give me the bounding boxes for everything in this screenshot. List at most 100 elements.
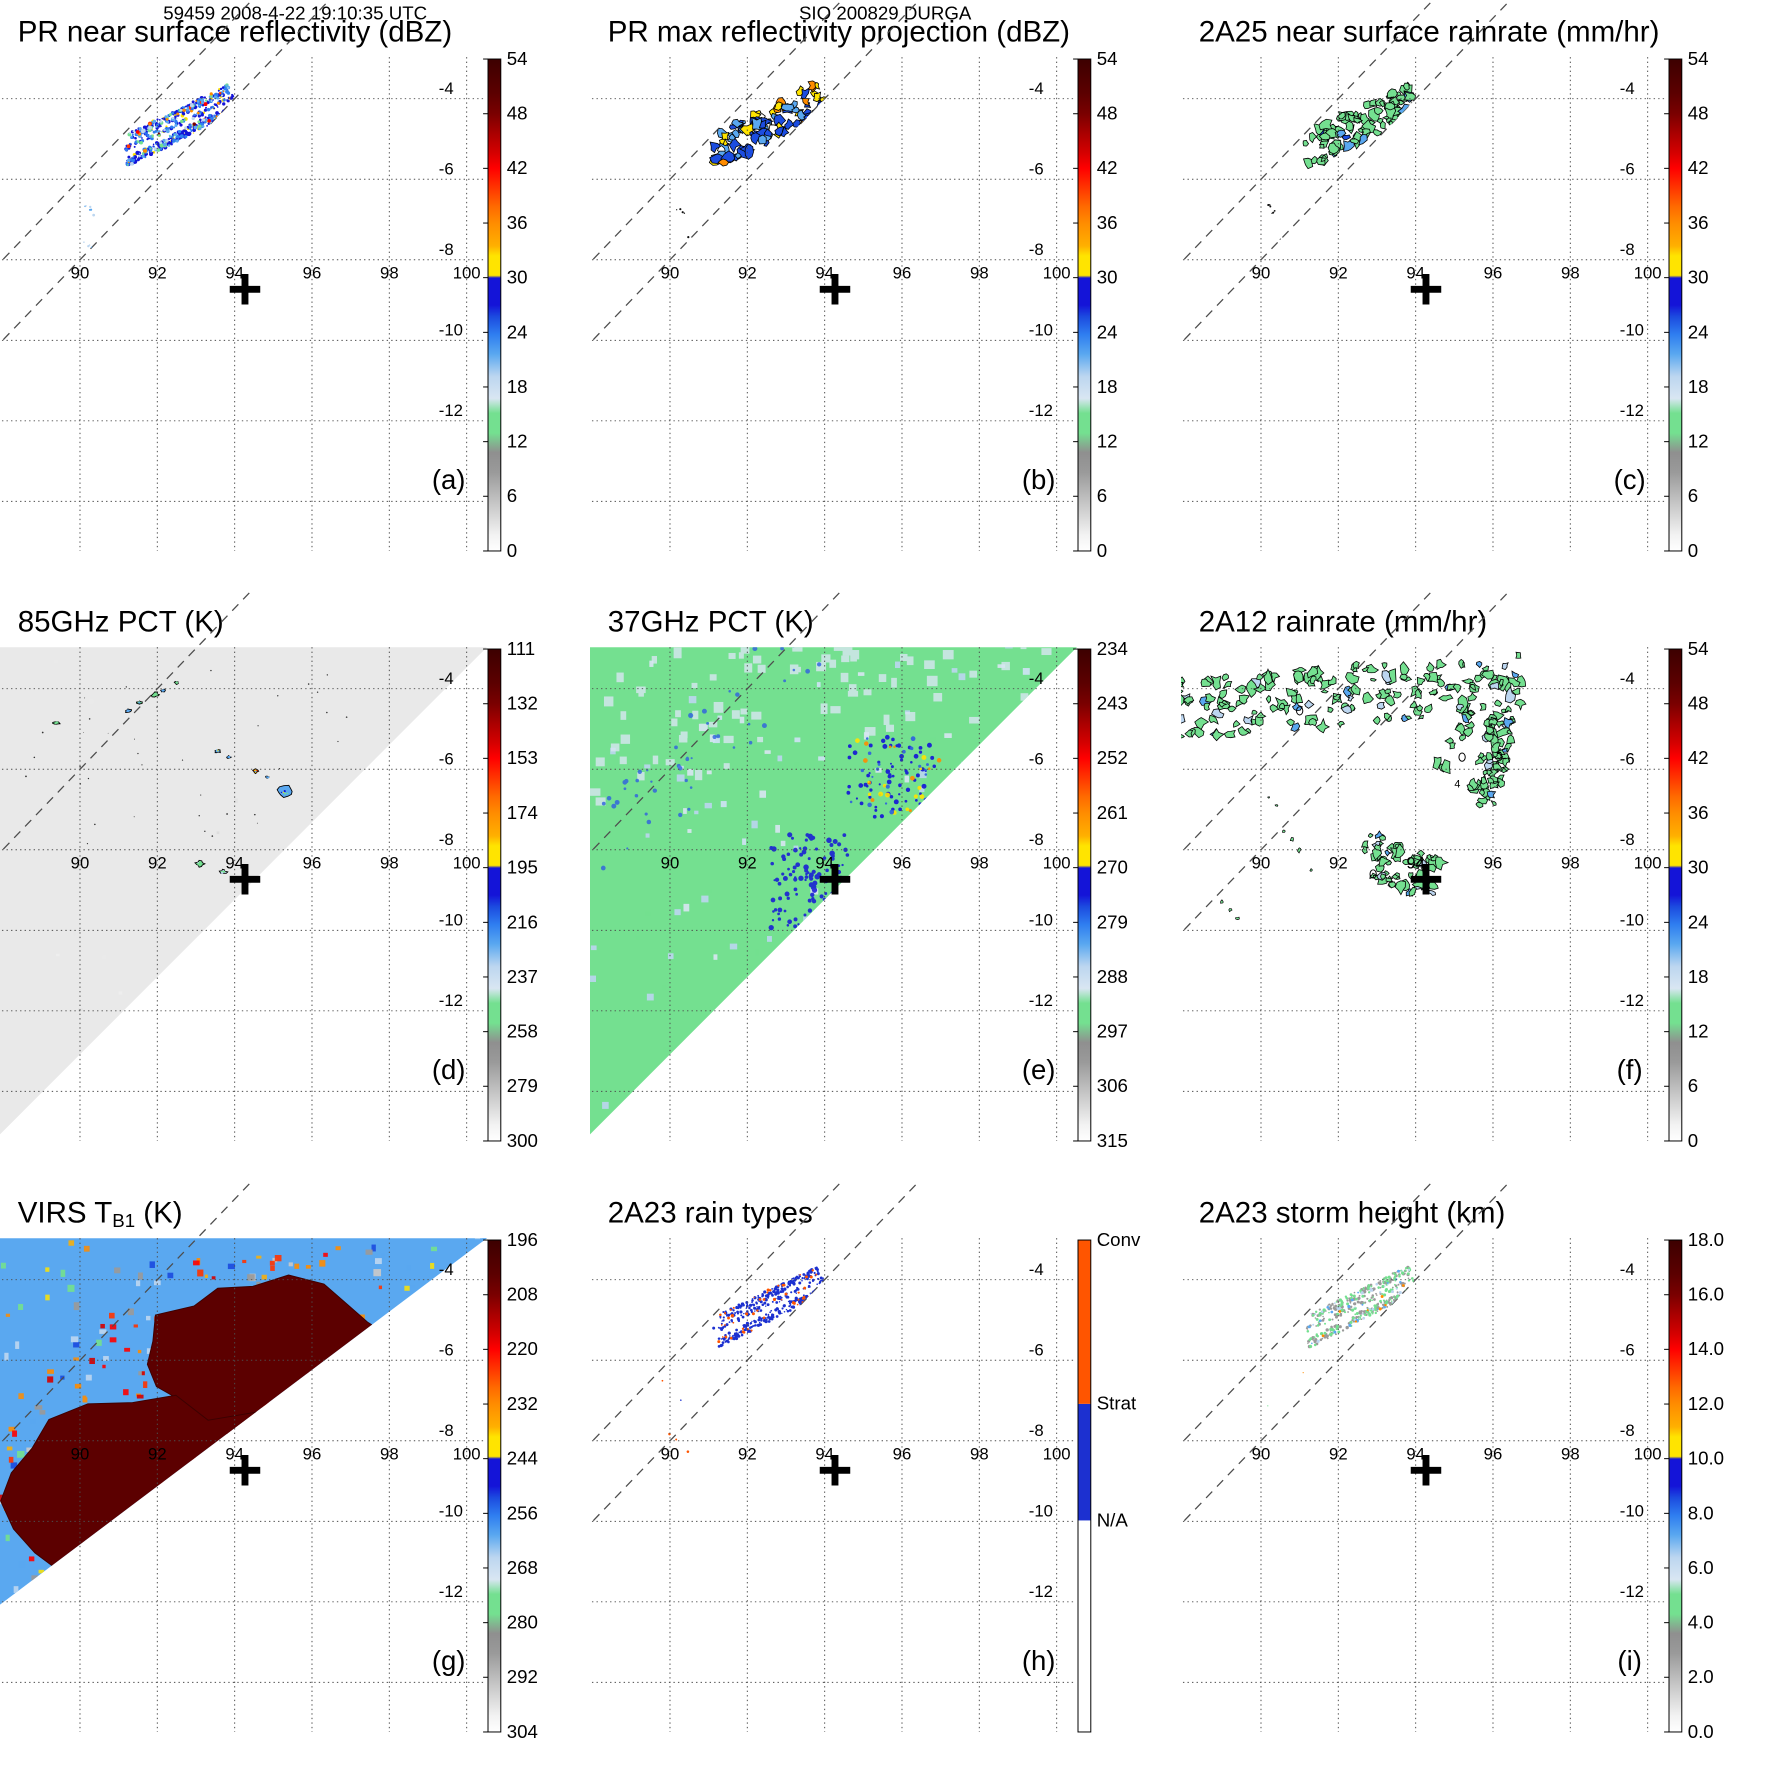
svg-text:-12: -12	[1029, 991, 1053, 1010]
svg-text:-8: -8	[439, 1420, 454, 1439]
svg-text:8.0: 8.0	[1687, 1502, 1713, 1523]
svg-text:PR max reflectivity projection: PR max reflectivity projection (dBZ)	[608, 15, 1070, 48]
svg-text:54: 54	[1687, 638, 1708, 659]
svg-text:24: 24	[507, 321, 528, 342]
svg-text:90: 90	[71, 263, 90, 282]
svg-text:315: 315	[1097, 1130, 1128, 1151]
svg-text:-4: -4	[1619, 1259, 1634, 1278]
svg-text:92: 92	[738, 1444, 757, 1463]
svg-text:(a): (a)	[432, 464, 466, 495]
svg-text:-4: -4	[1029, 669, 1044, 688]
svg-text:12: 12	[1687, 431, 1708, 452]
svg-text:94: 94	[225, 1444, 244, 1463]
svg-text:232: 232	[507, 1393, 538, 1414]
svg-text:98: 98	[380, 854, 399, 873]
svg-text:92: 92	[738, 263, 757, 282]
svg-text:0: 0	[507, 540, 517, 561]
svg-text:-10: -10	[1029, 911, 1053, 930]
svg-text:94: 94	[225, 854, 244, 873]
svg-text:90: 90	[71, 854, 90, 873]
svg-text:PR near surface reflectivity (: PR near surface reflectivity (dBZ)	[18, 15, 452, 48]
svg-text:16.0: 16.0	[1687, 1283, 1723, 1304]
svg-text:100: 100	[453, 1444, 481, 1463]
svg-text:96: 96	[893, 854, 912, 873]
svg-text:-12: -12	[1619, 1582, 1643, 1601]
svg-text:94: 94	[1406, 263, 1425, 282]
svg-text:-8: -8	[1619, 830, 1634, 849]
svg-text:4.0: 4.0	[1687, 1611, 1713, 1632]
svg-text:100: 100	[1633, 1444, 1661, 1463]
svg-text:-4: -4	[1029, 79, 1044, 98]
svg-text:92: 92	[1329, 263, 1348, 282]
svg-text:-8: -8	[1619, 1420, 1634, 1439]
svg-text:85GHz PCT (K): 85GHz PCT (K)	[18, 606, 224, 639]
svg-text:-8: -8	[1029, 1420, 1044, 1439]
svg-text:-12: -12	[439, 1582, 463, 1601]
svg-text:2A25 near surface rainrate (mm: 2A25 near surface rainrate (mm/hr)	[1198, 15, 1659, 48]
svg-text:0: 0	[1687, 1130, 1697, 1151]
svg-text:-6: -6	[1619, 1340, 1634, 1359]
svg-text:98: 98	[970, 854, 989, 873]
svg-text:-4: -4	[1029, 1259, 1044, 1278]
svg-text:280: 280	[507, 1611, 538, 1632]
svg-text:6: 6	[507, 485, 517, 506]
svg-text:-12: -12	[439, 991, 463, 1010]
svg-text:12: 12	[1097, 431, 1118, 452]
svg-text:234: 234	[1097, 638, 1128, 659]
svg-text:24: 24	[1687, 321, 1708, 342]
svg-text:279: 279	[1097, 912, 1128, 933]
svg-text:36: 36	[1687, 212, 1708, 233]
svg-text:-10: -10	[439, 911, 463, 930]
svg-text:304: 304	[507, 1721, 538, 1742]
svg-text:-8: -8	[1029, 830, 1044, 849]
svg-text:96: 96	[893, 1444, 912, 1463]
svg-text:92: 92	[1329, 854, 1348, 873]
svg-text:48: 48	[507, 103, 528, 124]
svg-text:24: 24	[1687, 912, 1708, 933]
svg-text:100: 100	[1043, 263, 1071, 282]
svg-text:96: 96	[893, 263, 912, 282]
svg-text:100: 100	[453, 263, 481, 282]
svg-text:(i): (i)	[1617, 1645, 1641, 1676]
svg-text:VIRS TB1 (K): VIRS TB1 (K)	[18, 1196, 183, 1231]
svg-text:-4: -4	[439, 79, 454, 98]
svg-text:18: 18	[1687, 376, 1708, 397]
svg-text:94: 94	[225, 263, 244, 282]
svg-text:Conv: Conv	[1097, 1229, 1141, 1250]
svg-text:132: 132	[507, 693, 538, 714]
svg-text:96: 96	[1483, 263, 1502, 282]
svg-text:-10: -10	[439, 1501, 463, 1520]
svg-text:54: 54	[1097, 48, 1118, 69]
svg-text:-4: -4	[1619, 669, 1634, 688]
svg-text:243: 243	[1097, 693, 1128, 714]
svg-text:94: 94	[816, 854, 835, 873]
svg-text:48: 48	[1097, 103, 1118, 124]
svg-text:100: 100	[1633, 263, 1661, 282]
svg-text:42: 42	[1687, 157, 1708, 178]
svg-text:6: 6	[1687, 485, 1697, 506]
svg-text:297: 297	[1097, 1021, 1128, 1042]
svg-text:(f): (f)	[1616, 1054, 1642, 1085]
svg-text:96: 96	[303, 1444, 322, 1463]
svg-text:48: 48	[1687, 693, 1708, 714]
svg-text:N/A: N/A	[1097, 1509, 1129, 1530]
svg-text:36: 36	[1097, 212, 1118, 233]
svg-text:100: 100	[1043, 1444, 1071, 1463]
svg-text:-4: -4	[1619, 79, 1634, 98]
svg-text:94: 94	[1406, 1444, 1425, 1463]
svg-text:18: 18	[507, 376, 528, 397]
svg-text:98: 98	[970, 263, 989, 282]
svg-text:90: 90	[71, 1444, 90, 1463]
svg-text:153: 153	[507, 748, 538, 769]
svg-text:-10: -10	[1619, 911, 1643, 930]
svg-text:100: 100	[453, 854, 481, 873]
svg-text:30: 30	[507, 267, 528, 288]
svg-text:6: 6	[1097, 485, 1107, 506]
svg-text:244: 244	[507, 1447, 538, 1468]
svg-text:90: 90	[1251, 1444, 1270, 1463]
svg-text:270: 270	[1097, 857, 1128, 878]
svg-text:(e): (e)	[1022, 1054, 1056, 1085]
svg-text:14.0: 14.0	[1687, 1338, 1723, 1359]
svg-text:-12: -12	[439, 401, 463, 420]
svg-text:-6: -6	[439, 1340, 454, 1359]
